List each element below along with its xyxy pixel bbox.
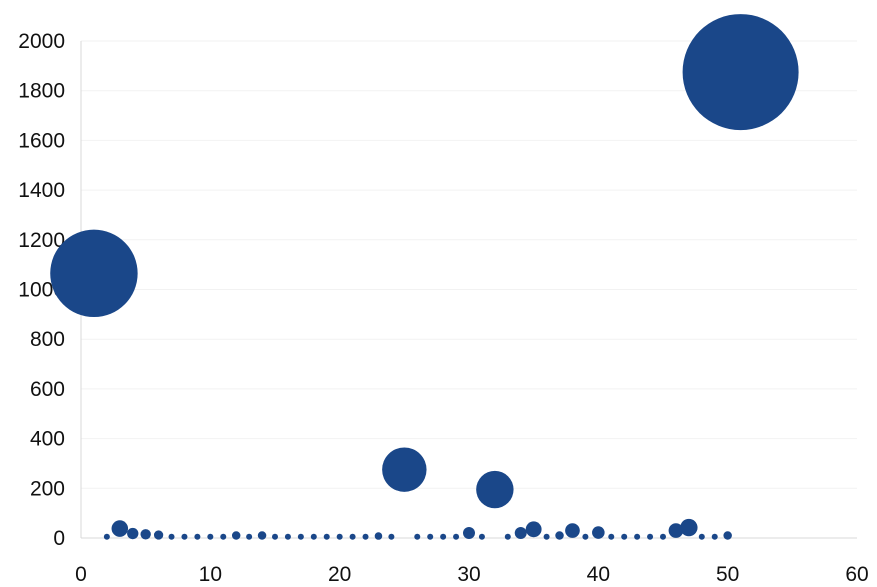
bubble-point <box>668 523 684 538</box>
bubble-point <box>582 533 589 540</box>
bubble-point <box>336 533 343 540</box>
bubble-point <box>565 523 580 538</box>
bubble-point <box>608 533 615 540</box>
bubble-point <box>103 533 110 540</box>
bubble-point <box>543 533 550 540</box>
bubble-point <box>231 531 241 540</box>
bubble-point <box>463 527 475 540</box>
x-tick-label-3: 30 <box>457 563 480 586</box>
bubble-point <box>374 532 383 540</box>
x-tick-labels: 0 10 20 30 40 50 60 <box>75 563 869 586</box>
bubble-point <box>382 447 427 492</box>
bubble-point <box>660 533 666 540</box>
y-tick-label-6: 1200 <box>18 229 65 252</box>
bubble-point <box>297 533 304 540</box>
bubble-point <box>476 470 514 509</box>
bubble-point <box>525 521 542 538</box>
y-tick-label-2: 400 <box>30 428 65 451</box>
bubble-point <box>194 533 201 540</box>
bubble-point <box>111 520 129 537</box>
bubble-point <box>621 533 628 540</box>
bubble-point <box>310 533 317 540</box>
bubble-point <box>592 526 605 539</box>
bubble-point <box>50 229 138 318</box>
bubble-point <box>220 533 227 540</box>
bubble-point <box>414 533 421 540</box>
x-tick-label-4: 40 <box>587 563 610 586</box>
bubble-point <box>647 533 654 540</box>
bubble-point <box>153 530 164 540</box>
bubble-point <box>362 533 369 540</box>
bubble-point <box>453 533 460 540</box>
y-tick-label-4: 800 <box>30 328 65 351</box>
bubble-point <box>140 529 151 540</box>
bubble-point <box>323 533 330 540</box>
bubble-point <box>682 14 799 131</box>
bubble-point <box>427 533 434 540</box>
y-tick-label-9: 1800 <box>18 80 65 103</box>
bubble-point <box>284 533 291 540</box>
bubble-point <box>680 518 698 537</box>
bubble-point <box>698 533 705 540</box>
y-tick-label-7: 1400 <box>18 179 65 202</box>
bubble-point <box>388 533 395 540</box>
bubble-point <box>246 533 253 540</box>
bubble-point <box>504 533 511 540</box>
y-tick-label-0: 0 <box>53 527 65 550</box>
bubble-point <box>207 533 214 540</box>
y-tick-label-8: 1600 <box>18 129 65 152</box>
y-tick-label-3: 600 <box>30 378 65 401</box>
bubble-point <box>257 531 267 540</box>
y-tick-label-10: 2000 <box>18 30 65 53</box>
bubble-point <box>349 533 356 540</box>
bubble-point <box>181 533 188 540</box>
bubble-point <box>711 533 718 540</box>
x-tick-label-0: 0 <box>75 563 87 586</box>
bubble-point <box>440 533 447 540</box>
bubble-point <box>634 533 641 540</box>
bubble-point <box>514 527 527 540</box>
bubble-point <box>723 531 732 540</box>
y-tick-label-1: 200 <box>30 477 65 500</box>
bubble-point <box>168 533 175 540</box>
x-tick-label-6: 60 <box>845 563 868 586</box>
bubble-point <box>127 527 139 540</box>
x-tick-label-2: 20 <box>328 563 351 586</box>
x-tick-label-5: 50 <box>716 563 739 586</box>
bubble-point <box>478 533 485 540</box>
bubble-point <box>272 533 278 540</box>
bubbles <box>50 14 799 540</box>
x-tick-label-1: 10 <box>199 563 222 586</box>
bubble-point <box>555 531 564 540</box>
